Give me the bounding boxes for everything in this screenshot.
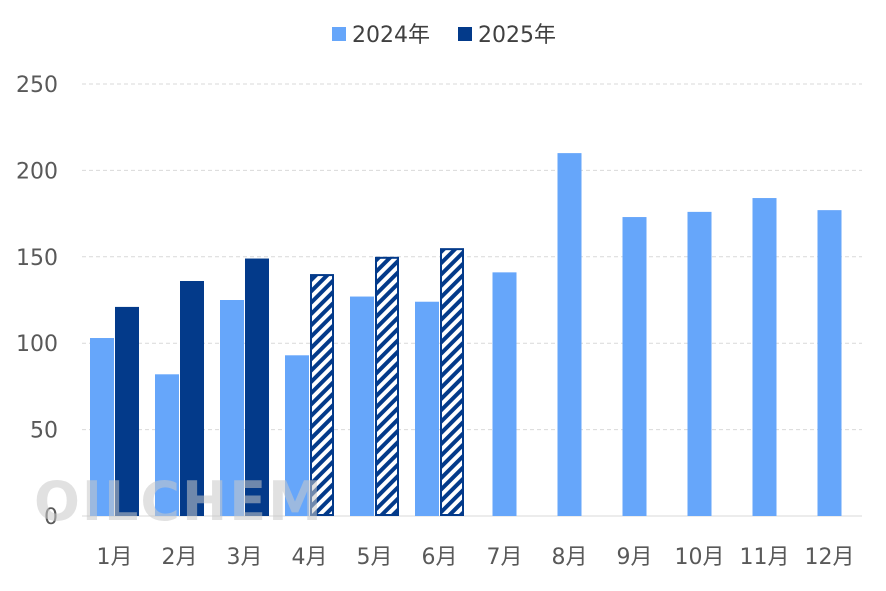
y-tick-label: 150 — [16, 246, 58, 271]
bar-2024 — [415, 301, 439, 516]
bar-2025 — [115, 306, 139, 516]
y-tick-label: 50 — [30, 419, 58, 444]
x-tick-label: 1月 — [97, 545, 133, 570]
legend-label: 2025年 — [478, 23, 556, 48]
x-tick-label: 2月 — [162, 545, 198, 570]
gridlines — [82, 83, 862, 517]
legend-swatch — [458, 27, 472, 41]
bar-2024 — [285, 355, 309, 516]
x-axis-tick-labels: 1月 2月 3月 4月 5月 6月 7月 8月 9月 10月 11月 12月 — [97, 545, 855, 570]
bar-2024 — [557, 153, 582, 516]
y-tick-label: 250 — [16, 73, 58, 98]
x-tick-label: 3月 — [227, 545, 263, 570]
bar-2024 — [492, 272, 517, 516]
bar-2025 — [180, 280, 204, 516]
x-tick-label: 11月 — [740, 545, 790, 570]
bar-2024 — [622, 217, 647, 516]
y-tick-label: 200 — [16, 159, 58, 184]
bar-2025-estimate — [375, 256, 399, 516]
bar-2024 — [687, 211, 712, 516]
x-tick-label: 7月 — [487, 545, 523, 570]
bar-2025 — [245, 258, 269, 516]
y-tick-label: 100 — [16, 332, 58, 357]
bar-2024 — [350, 296, 374, 516]
x-tick-label: 10月 — [675, 545, 725, 570]
x-tick-label: 12月 — [805, 545, 855, 570]
x-tick-label: 4月 — [292, 545, 328, 570]
legend: 2024年 2025年 — [332, 23, 556, 48]
bar-2025-estimate — [440, 248, 464, 516]
x-tick-label: 8月 — [552, 545, 588, 570]
bar-2024 — [90, 338, 114, 516]
x-tick-label: 9月 — [617, 545, 653, 570]
bar-2024 — [220, 300, 244, 516]
bar-2024 — [752, 198, 777, 516]
legend-label: 2024年 — [352, 23, 430, 48]
bar-2024 — [817, 210, 842, 517]
y-axis-tick-labels: 0 50 100 150 200 250 — [16, 73, 58, 530]
bars — [90, 153, 842, 517]
x-tick-label: 6月 — [422, 545, 458, 570]
x-tick-label: 5月 — [357, 545, 393, 570]
legend-swatch — [332, 27, 346, 41]
bar-2025-estimate — [310, 274, 334, 516]
bar-2024 — [155, 374, 179, 516]
y-tick-label: 0 — [44, 505, 58, 530]
